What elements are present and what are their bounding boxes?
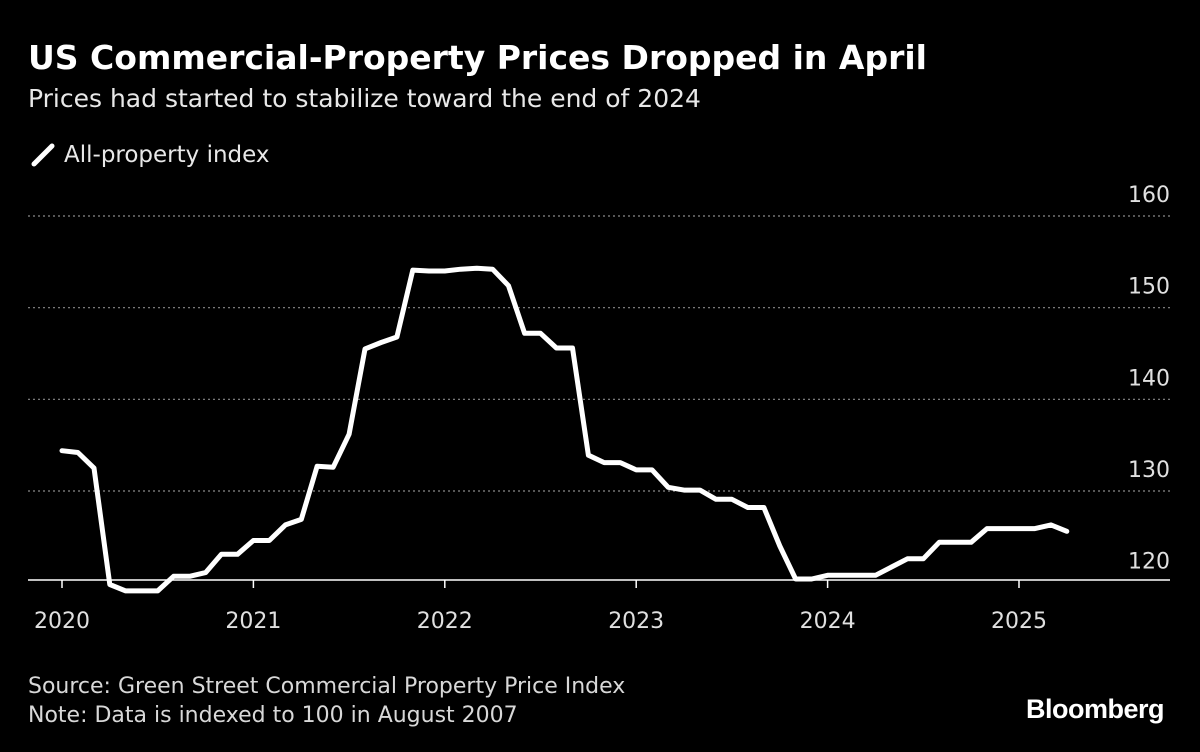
y-tick-label-160: 160 (1128, 183, 1170, 208)
x-tick-label-2023: 2023 (608, 609, 664, 634)
x-tick-label-2021: 2021 (225, 609, 281, 634)
y-axis-tick-labels: 120 130 140 150 160 (1128, 183, 1170, 575)
y-tick-label-120: 120 (1128, 550, 1170, 575)
x-axis: 2020 2021 2022 2023 2024 2025 (28, 579, 1170, 634)
x-tick-label-2024: 2024 (800, 609, 856, 634)
series-line-all-property-index (59, 265, 1070, 594)
y-tick-label-130: 130 (1128, 458, 1170, 483)
chart-title: US Commercial-Property Prices Dropped in… (28, 38, 927, 77)
legend: All-property index (30, 140, 270, 170)
series-layer (59, 265, 1070, 594)
x-tick-label-2025: 2025 (991, 609, 1047, 634)
x-tick-label-2020: 2020 (34, 609, 90, 634)
bloomberg-logo: Bloomberg (1025, 694, 1165, 724)
x-tick-label-2022: 2022 (417, 609, 473, 634)
footer: Source: Green Street Commercial Property… (28, 672, 625, 730)
legend-line-icon (31, 143, 55, 167)
gridlines (28, 215, 1170, 492)
chart-subtitle: Prices had started to stabilize toward t… (28, 84, 701, 113)
data-note: Note: Data is indexed to 100 in August 2… (28, 703, 518, 728)
y-tick-label-140: 140 (1128, 366, 1170, 391)
legend-label: All-property index (64, 142, 270, 168)
y-tick-label-150: 150 (1128, 275, 1170, 300)
source-note: Source: Green Street Commercial Property… (28, 674, 626, 699)
